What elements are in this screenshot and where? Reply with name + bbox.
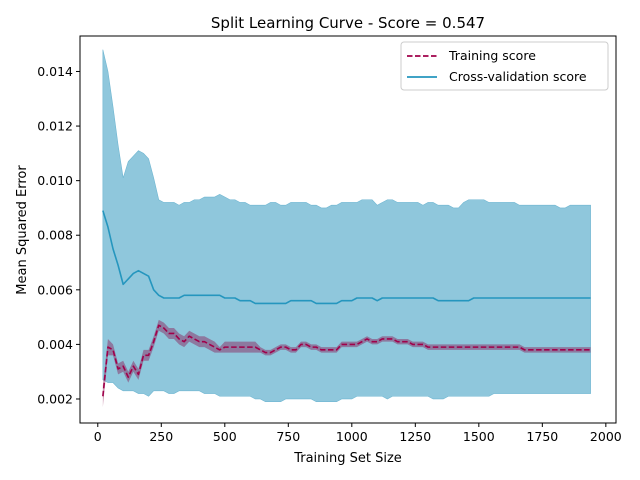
x-tick-label: 750 (276, 429, 300, 444)
x-tick-label: 250 (149, 429, 173, 444)
y-tick-label: 0.006 (37, 282, 73, 297)
x-tick-label: 1750 (526, 429, 558, 444)
y-tick-label: 0.010 (37, 173, 73, 188)
x-tick-label: 0 (94, 429, 102, 444)
training-line (102, 324, 591, 397)
y-tick-label: 0.004 (37, 337, 73, 352)
y-tick-label: 0.002 (37, 391, 73, 406)
x-tick-label: 1000 (336, 429, 368, 444)
y-tick-label: 0.008 (37, 228, 73, 243)
x-tick-label: 1500 (463, 429, 495, 444)
chart-title: Split Learning Curve - Score = 0.547 (211, 14, 485, 32)
plot-frame (79, 35, 617, 424)
confidence-bands (102, 49, 591, 408)
y-tick-label: 0.012 (37, 119, 73, 134)
x-tick-label: 2000 (590, 429, 622, 444)
x-tick-label: 1250 (399, 429, 431, 444)
x-axis-label: Training Set Size (293, 451, 402, 466)
y-axis-ticks: 0.002 0.004 0.006 0.008 0.010 0.012 0.014 (37, 64, 80, 406)
x-tick-label: 500 (213, 429, 237, 444)
y-tick-label: 0.014 (37, 64, 73, 79)
y-axis-label: Mean Squared Error (15, 165, 30, 295)
x-axis-ticks: 0 250 500 750 1000 1250 1500 1750 2000 (94, 423, 622, 444)
legend: Training score Cross-validation score (400, 41, 609, 91)
cross-validation-line (102, 210, 591, 305)
legend-box (400, 41, 609, 91)
series-lines (102, 210, 591, 397)
legend-label-cross-validation: Cross-validation score (449, 69, 587, 84)
cross-validation-band (102, 49, 591, 403)
legend-label-training: Training score (448, 48, 536, 63)
